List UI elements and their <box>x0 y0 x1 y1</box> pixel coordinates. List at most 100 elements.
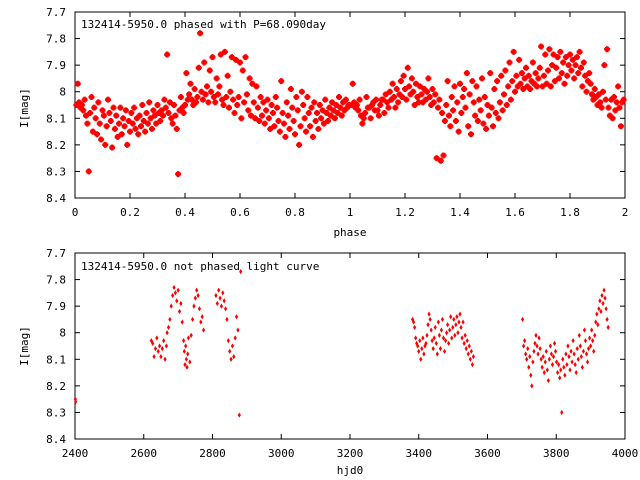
data-point <box>230 96 237 103</box>
x-tick-label: 0 <box>72 206 79 219</box>
data-point <box>603 295 607 301</box>
data-point <box>385 104 392 111</box>
data-point <box>192 303 196 309</box>
plot-frame <box>74 252 626 440</box>
data-point <box>447 340 451 346</box>
data-point <box>457 80 463 87</box>
data-point <box>230 343 235 349</box>
data-point <box>318 115 325 122</box>
data-point <box>436 319 440 325</box>
data-point <box>180 109 187 116</box>
data-point <box>535 343 539 349</box>
data-point <box>117 104 124 111</box>
data-point <box>182 348 186 354</box>
y-axis-label: I[mag] <box>18 88 31 128</box>
data-point <box>559 367 563 373</box>
data-point <box>195 64 202 71</box>
data-point <box>498 72 505 79</box>
data-point <box>169 120 176 127</box>
data-point <box>468 131 474 138</box>
y-tick-label: 7.7 <box>46 6 66 19</box>
data-point <box>171 102 177 108</box>
data-point <box>565 62 572 69</box>
data-point <box>509 78 516 85</box>
data-point <box>281 120 287 127</box>
data-point <box>353 102 360 108</box>
data-point <box>201 327 206 333</box>
data-point <box>139 102 146 108</box>
data-point <box>477 107 484 114</box>
data-point <box>226 338 230 344</box>
data-point <box>560 59 567 66</box>
data-point <box>215 300 219 307</box>
data-point <box>523 64 529 71</box>
data-point <box>561 356 565 362</box>
data-point <box>575 346 579 352</box>
data-point <box>563 372 567 378</box>
data-point <box>397 78 404 85</box>
data-point <box>182 338 186 344</box>
data-point <box>459 94 466 101</box>
data-point <box>224 72 231 79</box>
data-point <box>219 303 224 309</box>
data-point <box>455 128 462 135</box>
data-point <box>229 356 233 362</box>
data-point <box>444 330 449 336</box>
data-point <box>176 287 180 293</box>
data-point <box>562 364 566 370</box>
data-point <box>572 62 579 69</box>
data-point <box>111 125 118 132</box>
data-point <box>342 96 349 103</box>
data-point <box>283 99 290 106</box>
data-point <box>292 131 298 138</box>
data-point <box>373 96 380 103</box>
data-point <box>271 123 278 130</box>
data-point <box>598 104 605 111</box>
data-point <box>442 348 447 354</box>
data-point <box>458 109 465 116</box>
data-point <box>201 59 208 66</box>
data-point <box>527 364 531 370</box>
data-point <box>127 128 133 135</box>
data-point <box>565 362 569 368</box>
data-point <box>296 141 303 148</box>
y-axis-ticks: 7.7 7.8 7.9 8 8.1 8.2 8.3 8.4 <box>46 247 625 446</box>
data-point <box>446 322 450 328</box>
data-point <box>223 94 230 101</box>
data-point <box>571 338 575 344</box>
data-point <box>381 109 388 116</box>
data-point <box>264 96 271 103</box>
data-point <box>557 48 564 55</box>
x-axis-ticks: 2400 2600 2800 3000 3200 3400 3600 3800 4000 <box>62 253 638 460</box>
y-tick-label: 8.3 <box>46 165 66 178</box>
data-point <box>172 284 176 291</box>
data-point <box>164 343 169 349</box>
data-point <box>474 117 481 124</box>
data-point <box>502 67 509 74</box>
data-point <box>591 86 598 93</box>
data-point <box>314 109 320 116</box>
data-point <box>254 104 261 111</box>
data-point <box>191 86 198 93</box>
data-point <box>200 314 204 320</box>
data-point <box>455 314 459 320</box>
x-tick-label: 2400 <box>62 447 89 460</box>
data-point <box>580 364 584 370</box>
y-tick-label: 8.2 <box>46 380 66 393</box>
x-tick-label: 3400 <box>406 447 433 460</box>
data-point <box>591 338 595 344</box>
x-tick-label: 0.8 <box>285 206 305 219</box>
data-point <box>429 327 433 333</box>
data-point <box>375 112 382 119</box>
data-point <box>620 96 627 103</box>
data-point <box>216 83 223 90</box>
data-point <box>307 123 314 130</box>
data-point <box>550 362 555 368</box>
data-point <box>395 99 402 106</box>
data-point <box>437 332 441 338</box>
data-point <box>94 131 100 138</box>
data-point <box>602 96 609 103</box>
data-point <box>598 298 602 304</box>
